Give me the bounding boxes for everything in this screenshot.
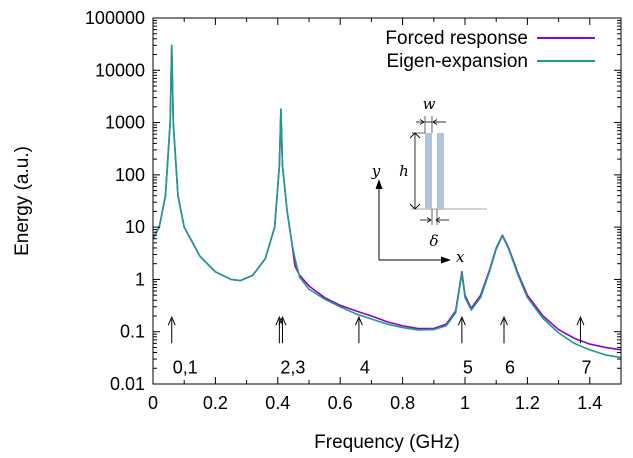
mode-arrowhead: [278, 315, 287, 326]
plot-frame: [152, 17, 622, 385]
x-tick-label: 0.2: [203, 393, 228, 413]
inset-delta-label: δ: [429, 232, 438, 250]
inset-width-arrowhead-right: [432, 119, 438, 125]
inset-x-label: x: [456, 248, 465, 266]
mode-label: 4: [360, 357, 370, 377]
x-tick-label: 1.4: [577, 393, 602, 413]
series-layer: [152, 44, 622, 359]
y-tick-label: 1000: [105, 113, 145, 133]
inset-schematic: y x w h δ: [371, 95, 487, 266]
x-tick-label: 0.4: [265, 393, 290, 413]
x-axis-label: Frequency (GHz): [314, 432, 460, 453]
x-tick-label: 1.2: [515, 393, 540, 413]
y-tick-label: 100: [115, 165, 145, 185]
mode-arrowhead: [354, 315, 363, 326]
legend-label-eigen-expansion: Eigen-expansion: [386, 51, 528, 72]
inset-x-arrowhead: [441, 256, 451, 264]
x-tick-label: 1: [460, 393, 470, 413]
y-axis-label: Energy (a.u.): [12, 146, 33, 256]
mode-arrowhead: [457, 315, 466, 326]
mode-markers: 0,1 2,3 4 5 6 7: [167, 315, 591, 377]
y-tick-label: 0.1: [120, 322, 145, 342]
inset-bar-left: [425, 133, 432, 209]
inset-w-label: w: [423, 95, 436, 113]
legend-label-forced-response: Forced response: [385, 28, 528, 49]
mode-label: 0,1: [173, 357, 198, 377]
y-tick-label: 100000: [85, 8, 145, 28]
y-tick-label: 10: [125, 217, 145, 237]
x-tick-label: 0.6: [328, 393, 353, 413]
mode-label: 2,3: [280, 357, 305, 377]
mode-arrowhead: [500, 315, 508, 326]
inset-gap-arrowhead-left: [426, 217, 432, 223]
inset-height-arrowhead-top: [409, 132, 421, 139]
mode-label: 7: [581, 357, 591, 377]
mode-label: 6: [505, 357, 515, 377]
x-axis: 0 0.2 0.4 0.6 0.8 1 1.2 1.4: [148, 18, 622, 413]
inset-width-arrowhead-left: [419, 119, 425, 125]
inset-gap-arrowhead-right: [435, 217, 441, 223]
series-line-forced-response: [152, 44, 622, 351]
mode-arrowhead: [275, 315, 284, 326]
x-tick-label: 0: [148, 393, 158, 413]
inset-bar-right: [437, 133, 444, 209]
y-tick-label: 1: [135, 269, 145, 289]
mode-arrowhead: [576, 315, 585, 326]
mode-label: 5: [463, 357, 473, 377]
y-tick-label: 10000: [95, 60, 145, 80]
y-axis: 0.01 0.1 1 10 100 1000 10000 100000: [85, 8, 621, 394]
legend: Forced response Eigen-expansion: [385, 28, 595, 72]
series-line-eigen-expansion: [152, 44, 622, 359]
inset-y-arrowhead: [375, 179, 383, 189]
y-tick-label: 0.01: [110, 374, 145, 394]
mode-arrowhead: [167, 315, 176, 326]
inset-y-label: y: [371, 162, 381, 180]
inset-h-label: h: [399, 162, 409, 180]
inset-height-arrowhead-bottom: [409, 203, 421, 210]
x-tick-label: 0.8: [390, 393, 415, 413]
